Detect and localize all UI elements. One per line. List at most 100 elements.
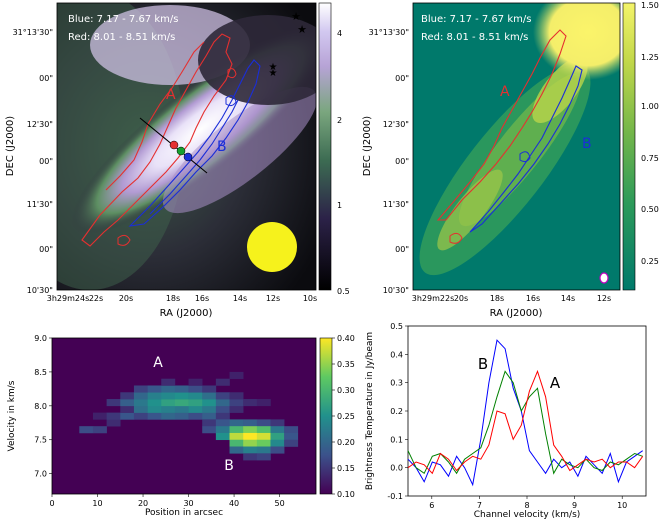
pv-cell	[188, 385, 203, 393]
p3-xtick: 50	[274, 499, 284, 508]
red-contour-inner	[105, 41, 205, 191]
pv-cell	[215, 426, 230, 434]
pv-cell	[147, 412, 162, 420]
p1-cbar-tick: 4	[337, 29, 342, 38]
p2-cbar-tick: 1.25	[641, 53, 659, 62]
panel1-label-b: B	[217, 139, 227, 155]
beam-ellipse	[599, 272, 609, 284]
pv-cell	[256, 446, 271, 454]
p1-cbar-tick: 0.5	[337, 287, 350, 296]
p3-ytick: 7.5	[34, 436, 47, 445]
p3-cbar-tick: 0.30	[337, 386, 355, 395]
pv-cell	[284, 432, 299, 441]
p4-xlabel: Channel velocity (km/s)	[474, 510, 581, 520]
p2-ytick: 10'30"	[383, 286, 409, 295]
pv-cell	[202, 392, 217, 400]
panel2-frame	[412, 2, 621, 291]
p3-cells	[79, 371, 299, 461]
pv-cell	[229, 426, 244, 434]
pv-cell	[133, 405, 148, 413]
panel2-bright-region	[533, 3, 620, 80]
panel1-label-a: A	[166, 87, 176, 103]
pv-cell	[106, 419, 121, 427]
p2-xtick: 12s	[597, 294, 611, 303]
p4-ytick: 0.3	[390, 379, 403, 388]
p4-ytick: 0.0	[390, 464, 403, 473]
panel2-label-a: A	[500, 84, 510, 100]
pv-cell	[188, 378, 203, 386]
pv-cell	[133, 399, 148, 407]
pv-cell	[256, 399, 271, 407]
spectrum-line-b	[407, 339, 643, 487]
pv-cell	[270, 432, 285, 441]
p2-xtick: 20s	[454, 294, 468, 303]
p2-ytick: 00"	[395, 74, 409, 83]
star-icon: ★	[269, 62, 278, 73]
pv-cell	[188, 405, 203, 413]
panel-top-left: ★ ★ ★ ★ Blue: 7.17 - 7.67 km/s Red: 8.01…	[5, 2, 350, 319]
p3-ylabel: Velocity in km/s	[7, 380, 17, 451]
pv-cell	[243, 419, 258, 427]
panel2-legend-blue: Blue: 7.17 - 7.67 km/s	[421, 14, 531, 25]
p3-xlabel: Position in arcsec	[145, 508, 223, 518]
pv-cell	[202, 419, 217, 427]
p4-xtick: 8	[524, 501, 529, 510]
pv-cell	[120, 412, 135, 420]
p4-label-b: B	[478, 355, 488, 373]
p4-frame	[407, 325, 647, 497]
pv-cell	[229, 392, 244, 400]
p3-ytick: 9.0	[34, 334, 47, 343]
pv-cell	[284, 426, 299, 434]
p3-xtick: 20	[138, 499, 148, 508]
beam-circle	[247, 222, 297, 272]
blue-contour-inner	[149, 99, 239, 215]
pv-cell	[202, 405, 217, 413]
pv-cell	[229, 432, 244, 441]
pv-cell	[174, 405, 189, 413]
p2-ytick: 00"	[395, 245, 409, 254]
pv-cell	[256, 419, 271, 427]
p3-xtick: 0	[49, 499, 54, 508]
panel-bottom-right: B A 6 7 8 9 10 0.5 0.4 0.3 0.2 0.1 0.0 -0.1 Channe…	[365, 322, 647, 520]
pv-cell	[215, 405, 230, 413]
pv-cell	[284, 439, 299, 447]
pv-cell	[202, 412, 217, 420]
panel1-legend-blue: Blue: 7.17 - 7.67 km/s	[68, 14, 178, 25]
p2-ytick: 31°13'30"	[369, 28, 409, 37]
pv-cell	[270, 419, 285, 427]
star-icon: ★	[297, 23, 307, 36]
pv-cell	[256, 453, 271, 461]
p2-cbar-tick: 1.00	[641, 102, 659, 111]
pv-cell	[188, 399, 203, 407]
p1-xtick: 3h29m24s	[47, 294, 89, 303]
p1-ytick: 12'30"	[27, 120, 53, 129]
p2-xtick: 14s	[561, 294, 575, 303]
pv-cell	[229, 446, 244, 454]
pv-cell	[161, 399, 176, 407]
pv-cell	[215, 399, 230, 407]
panel2-label-b: B	[582, 136, 592, 152]
pv-cell	[174, 392, 189, 400]
p1-ytick: 00"	[39, 245, 53, 254]
pv-cell	[161, 392, 176, 400]
pv-cell	[133, 412, 148, 420]
pv-cell	[161, 405, 176, 413]
pv-cell	[243, 439, 258, 447]
pv-cell	[147, 405, 162, 413]
p1-xtick: 14s	[233, 294, 247, 303]
p4-label-a: A	[550, 374, 561, 392]
panel2-emission-knot	[437, 169, 503, 251]
pv-cell	[243, 453, 258, 461]
pv-cell	[202, 399, 217, 407]
pv-cell	[106, 399, 121, 407]
pv-cell	[229, 399, 244, 407]
pv-cell	[202, 385, 217, 393]
pv-cell	[147, 385, 162, 393]
red-contour-outer	[436, 29, 567, 221]
pv-cell	[215, 432, 230, 441]
p3-xtick: 10	[92, 499, 102, 508]
pv-cell	[188, 412, 203, 420]
pv-cell	[243, 432, 258, 441]
p3-label-b: B	[224, 458, 234, 474]
panel1-emission-right	[162, 86, 316, 214]
